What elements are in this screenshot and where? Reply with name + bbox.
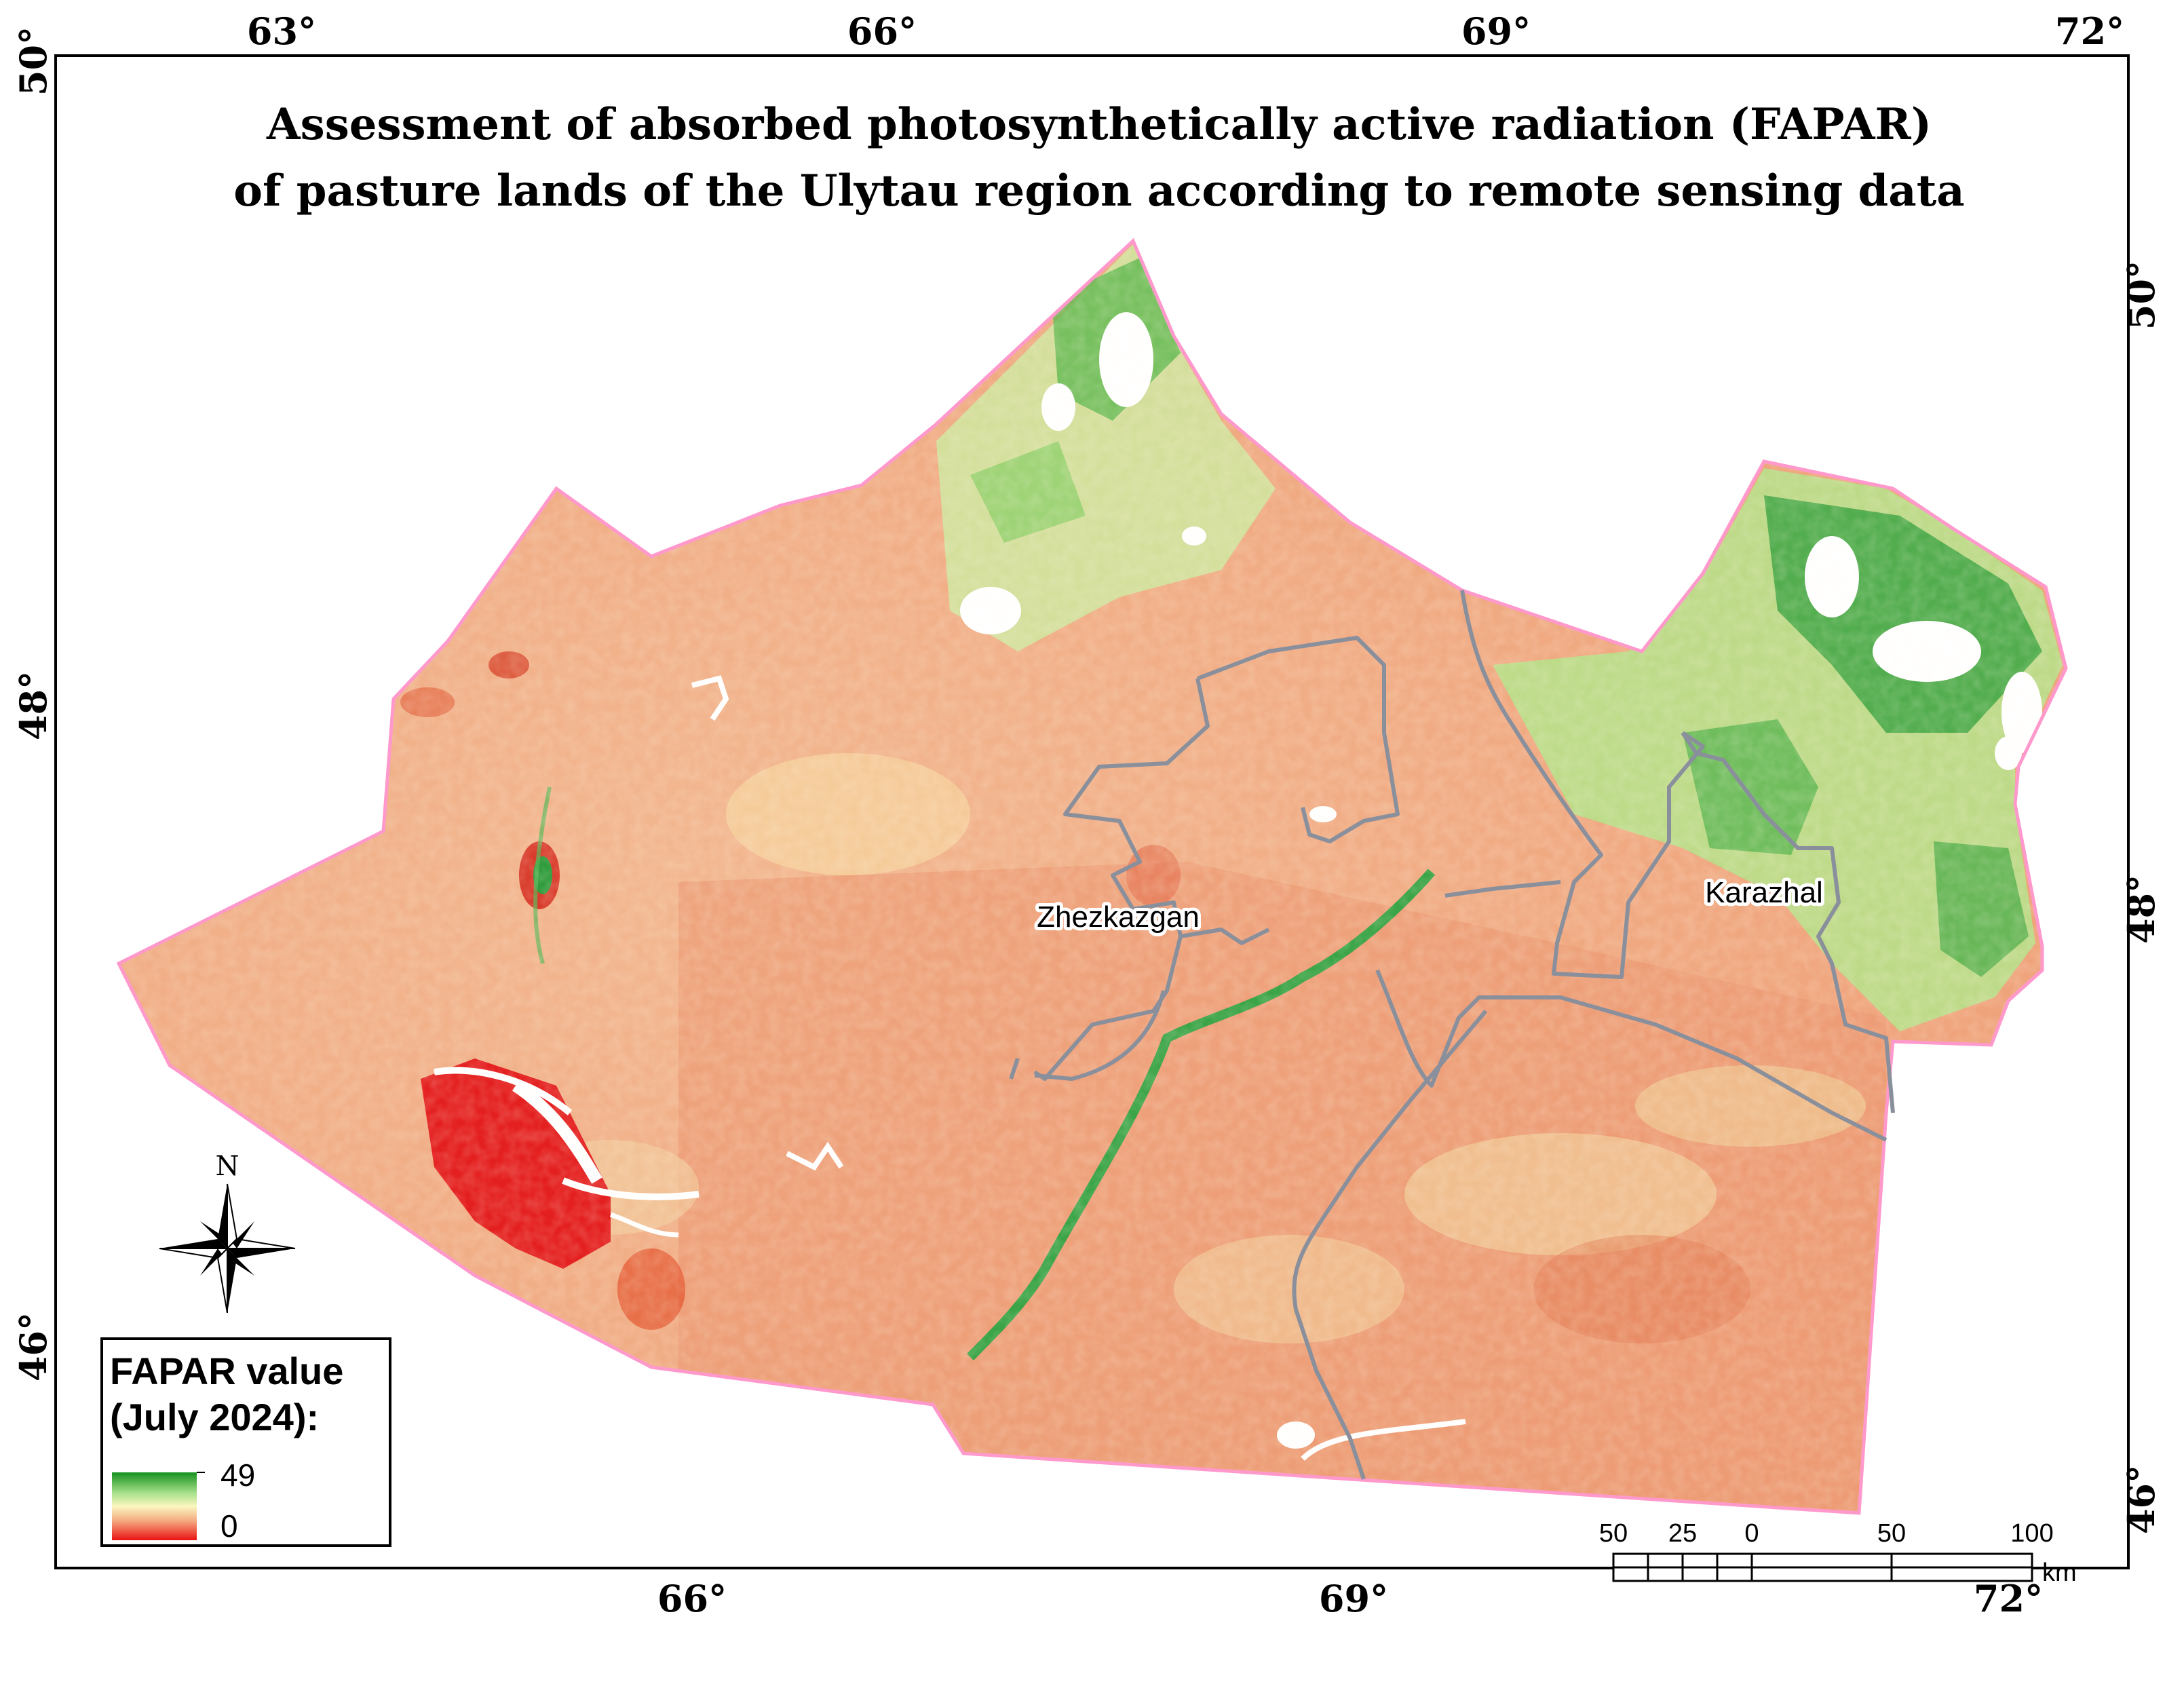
bottom-ticks: 66° 69° 72° — [657, 1577, 2043, 1620]
scale-label: 50 — [1599, 1519, 1628, 1548]
right-tick-label: 48° — [2120, 875, 2163, 944]
legend-min-label: 0 — [221, 1508, 238, 1544]
legend-title-line1: FAPAR value — [110, 1350, 343, 1392]
scale-label: 50 — [1877, 1519, 1906, 1548]
top-tick-label: 66° — [847, 9, 917, 53]
bottom-tick-label: 66° — [657, 1577, 727, 1620]
scale-unit: km — [2042, 1559, 2077, 1587]
north-label: N — [216, 1151, 240, 1182]
scale-label: 0 — [1744, 1519, 1759, 1548]
bottom-tick-label: 69° — [1319, 1577, 1388, 1620]
north-arrow-icon: N — [159, 1151, 296, 1314]
top-tick-label: 72° — [2055, 9, 2124, 53]
district-boundaries — [1009, 590, 1895, 1480]
scale-label: 25 — [1668, 1519, 1697, 1548]
bottom-tick-label: 72° — [1974, 1577, 2043, 1620]
left-tick-label: 48° — [12, 671, 55, 740]
legend-max-label: 49 — [221, 1457, 255, 1493]
left-tick-label: 50° — [12, 26, 55, 96]
legend-title-line2: (July 2024): — [110, 1396, 319, 1438]
legend: FAPAR value (July 2024): 49 0 — [100, 1337, 391, 1547]
top-ticks: 63° 66° 69° 72° — [247, 9, 2124, 53]
region-outline — [116, 237, 2068, 1515]
right-ticks: 50° 48° 46° — [2120, 261, 2163, 1534]
map-title-line1: Assessment of absorbed photosyntheticall… — [266, 99, 1932, 150]
top-tick-label: 69° — [1461, 9, 1531, 53]
map-title-line2: of pasture lands of the Ulytau region ac… — [233, 166, 1965, 216]
right-tick-label: 46° — [2120, 1465, 2163, 1534]
city-label-zhezkazgan: Zhezkazgan — [1037, 900, 1200, 934]
legend-color-ramp — [112, 1472, 197, 1540]
scale-bar: 50 25 0 50 100 km — [1599, 1519, 2077, 1587]
left-tick-label: 46° — [12, 1312, 55, 1381]
scale-label: 100 — [2010, 1519, 2053, 1548]
top-tick-label: 63° — [247, 9, 316, 53]
right-tick-label: 50° — [2120, 261, 2163, 330]
left-ticks: 50° 48° 46° — [12, 26, 55, 1381]
city-label-karazhal: Karazhal — [1705, 876, 1823, 909]
